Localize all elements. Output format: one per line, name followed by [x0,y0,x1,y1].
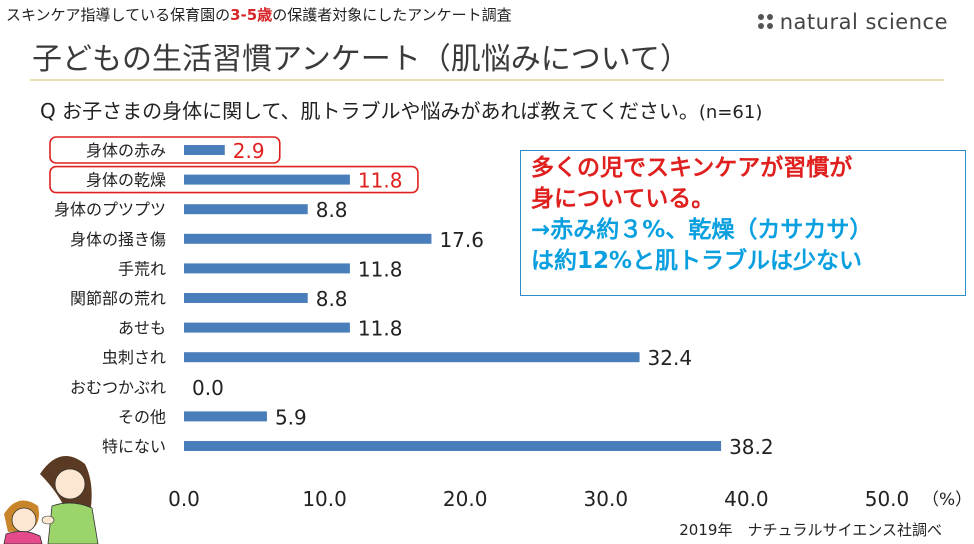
survey-question: Q お子さまの身体に関して、肌トラブルや悩みがあれば教えてください。(n=61) [40,95,762,124]
survey-description: スキンケア指導している保育園の3-5歳の保護者対象にしたアンケート調査 [6,4,512,25]
category-label: 身体の乾燥 [86,171,166,190]
bar [184,322,350,333]
category-label: 身体の赤み [86,141,166,160]
value-label: 32.4 [648,346,693,370]
value-label: 38.2 [729,435,774,459]
category-label: 関節部の荒れ [70,289,166,308]
conclusion-note: 多くの児でスキンケアが習慣が 身についている。 →赤み約３%、乾燥（カサカサ） … [520,150,966,296]
question-text: Q お子さまの身体に関して、肌トラブルや悩みがあれば教えてください。 [40,99,699,123]
value-label: 8.8 [316,287,348,311]
note-line-3: →赤み約３%、乾燥（カサカサ） [531,217,873,243]
survey-description-pre: スキンケア指導している保育園の [6,6,231,24]
value-label: 0.0 [192,376,224,400]
value-label: 17.6 [439,228,484,252]
bar [184,263,350,274]
x-tick-label: 0.0 [168,487,200,511]
x-tick-label: 40.0 [724,487,769,511]
category-label: おむつかぶれ [70,378,166,397]
title-divider [30,79,944,81]
source-credit: 2019年 ナチュラルサイエンス社調べ [679,521,942,539]
category-label: 身体のプツプツ [54,200,166,219]
category-label: 特にない [102,437,166,456]
category-label: その他 [118,407,166,426]
bar [184,204,308,215]
value-label: 2.9 [233,139,265,163]
bar [184,293,308,303]
note-line-4: は約12%と肌トラブルは少ない [531,248,863,274]
category-label: あせも [118,319,166,338]
brand-name: natural science [779,10,948,34]
value-label: 8.8 [316,198,348,222]
x-tick-label: 20.0 [443,487,488,511]
brand-logo: natural science [757,10,948,34]
value-label: 11.8 [358,169,403,193]
parent-child-illustration [3,456,99,544]
x-tick-label: 30.0 [584,487,629,511]
note-line-2: 身についている。 [531,186,715,212]
value-label: 11.8 [358,317,403,341]
highlight-frame [49,165,419,194]
page-title: 子どもの生活習慣アンケート（肌悩みについて） [32,42,690,77]
category-label: 手荒れ [118,259,166,278]
bar [184,145,225,155]
bar [184,233,432,244]
value-label: 11.8 [358,257,403,281]
x-tick-label: 50.0 [865,487,910,511]
bar [184,411,267,422]
highlight-frame [49,136,281,164]
value-label: 5.9 [275,405,307,429]
bar [184,441,722,451]
note-line-1: 多くの児でスキンケアが習慣が [531,155,853,181]
bar [184,352,640,363]
x-axis-unit: （%） [922,490,973,510]
x-tick-label: 10.0 [302,487,347,511]
bar [184,174,350,185]
category-label: 身体の掻き傷 [70,230,166,249]
sample-size: (n=61) [698,102,763,123]
brand-dots-icon [757,14,774,30]
age-range-highlight: 3-5歳 [230,6,273,24]
category-label: 虫刺され [102,348,166,367]
survey-description-post: の保護者対象にしたアンケート調査 [272,6,512,24]
